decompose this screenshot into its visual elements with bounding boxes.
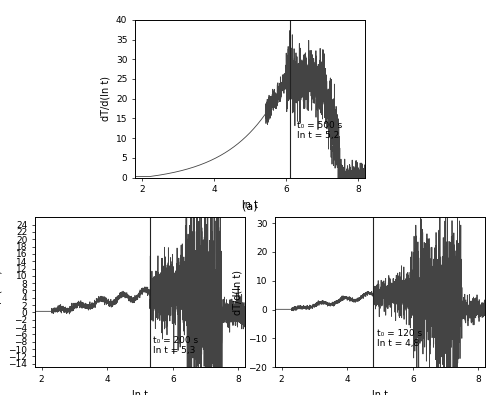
X-axis label: ln t: ln t bbox=[242, 200, 258, 210]
Text: t₀ = 200 s
ln t = 5,3: t₀ = 200 s ln t = 5,3 bbox=[153, 336, 198, 355]
Text: t₀ = 120 s
ln t = 4,8: t₀ = 120 s ln t = 4,8 bbox=[376, 329, 422, 348]
X-axis label: ln t: ln t bbox=[132, 389, 148, 395]
Y-axis label: dT/d(ln t): dT/d(ln t) bbox=[0, 270, 3, 315]
Text: (a): (a) bbox=[242, 201, 258, 211]
Text: t₀ = 500 s
ln t = 5,2: t₀ = 500 s ln t = 5,2 bbox=[296, 120, 342, 140]
X-axis label: ln t: ln t bbox=[372, 389, 388, 395]
Y-axis label: dT/d(ln t): dT/d(ln t) bbox=[100, 76, 110, 121]
Y-axis label: dT/d(ln t): dT/d(ln t) bbox=[233, 270, 243, 315]
